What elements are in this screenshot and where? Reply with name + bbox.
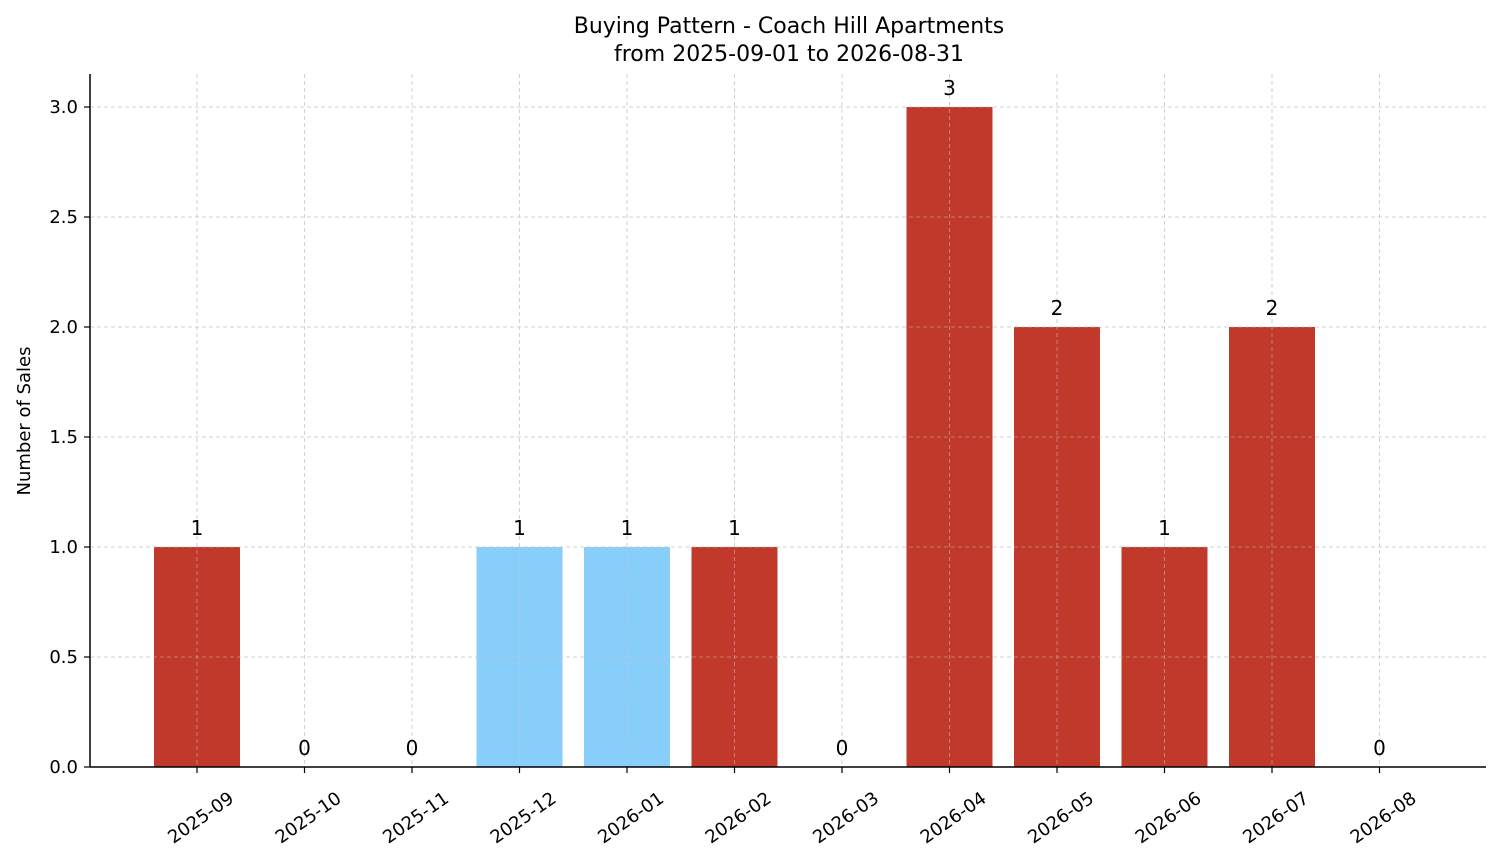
bar-value-label: 0	[836, 736, 849, 760]
bar-value-label: 0	[406, 736, 419, 760]
y-tick-label: 2.5	[49, 207, 78, 228]
bar-value-label: 1	[621, 516, 634, 540]
y-tick-label: 0.5	[49, 647, 78, 668]
x-tick-label: 2025-11	[379, 788, 453, 848]
y-tick-label: 3.0	[49, 97, 78, 118]
bar-value-label: 3	[943, 76, 956, 100]
x-tick-label: 2025-10	[272, 788, 346, 848]
x-tick-label: 2026-06	[1132, 788, 1206, 848]
bar-value-label: 1	[728, 516, 741, 540]
y-tick-label: 2.0	[49, 317, 78, 338]
y-tick-label: 1.0	[49, 537, 78, 558]
y-tick-label: 0.0	[49, 757, 78, 778]
chart-subtitle: from 2025-09-01 to 2026-08-31	[614, 42, 964, 67]
x-tick-label: 2026-07	[1239, 788, 1313, 848]
bar-value-label: 2	[1051, 296, 1064, 320]
x-tick-label: 2026-01	[594, 788, 668, 848]
bar-value-label: 1	[191, 516, 204, 540]
x-tick-label: 2026-02	[702, 788, 776, 848]
x-tick-label: 2025-12	[487, 788, 561, 848]
x-tick-label: 2026-08	[1347, 788, 1421, 848]
x-tick-label: 2026-05	[1024, 788, 1098, 848]
x-tick-label: 2025-09	[164, 788, 238, 848]
bar-value-label: 0	[298, 736, 311, 760]
y-tick-label: 1.5	[49, 427, 78, 448]
chart-title: Buying Pattern - Coach Hill Apartments	[574, 14, 1005, 39]
bar-value-label: 2	[1266, 296, 1279, 320]
y-axis-label: Number of Sales	[14, 346, 35, 495]
bar-value-label: 0	[1373, 736, 1386, 760]
bar-value-label: 1	[513, 516, 526, 540]
x-tick-label: 2026-04	[917, 788, 991, 848]
x-tick-label: 2026-03	[809, 788, 883, 848]
bar-value-label: 1	[1158, 516, 1171, 540]
value-label-layer: 1 0 0 1 1 1 0 3 2 1 2 0	[191, 76, 1386, 760]
